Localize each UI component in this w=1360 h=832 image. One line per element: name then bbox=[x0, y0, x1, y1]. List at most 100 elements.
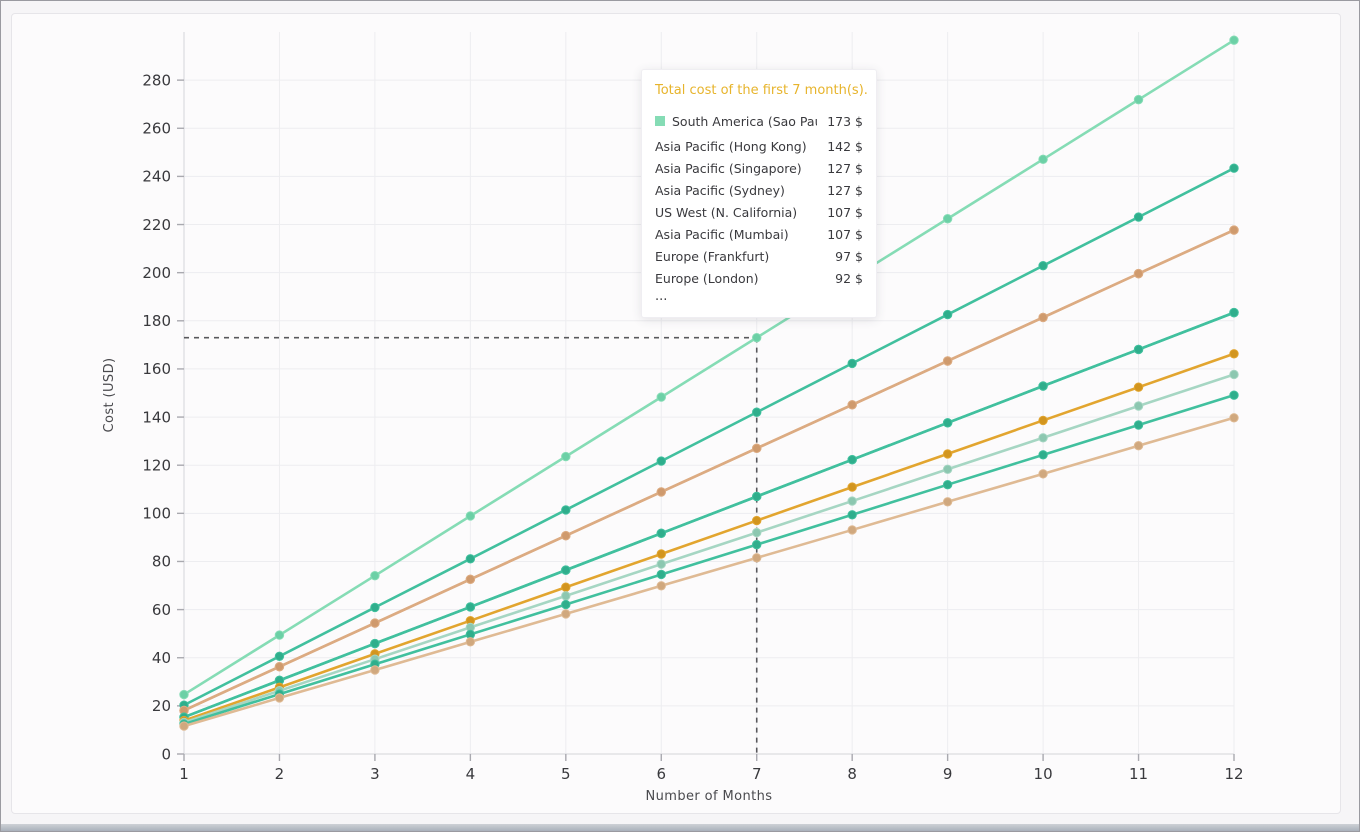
data-point[interactable] bbox=[847, 525, 857, 535]
axis-ticks: 0 20 40 60 80 100 120 140 160 180 200 220 240 260 280 1… bbox=[142, 71, 1243, 783]
data-point[interactable] bbox=[1229, 369, 1239, 380]
data-point[interactable] bbox=[1038, 260, 1048, 271]
series-line-8[interactable] bbox=[179, 369, 1239, 728]
data-point[interactable] bbox=[370, 665, 380, 675]
data-point[interactable] bbox=[656, 456, 666, 466]
data-point[interactable] bbox=[942, 479, 953, 490]
data-point[interactable] bbox=[656, 549, 666, 559]
data-point[interactable] bbox=[370, 570, 380, 581]
series-line-7[interactable] bbox=[179, 349, 1239, 726]
data-point[interactable] bbox=[752, 443, 762, 454]
data-point[interactable] bbox=[465, 554, 476, 564]
y-tick-label: 20 bbox=[152, 697, 171, 715]
data-point[interactable] bbox=[465, 574, 476, 584]
data-point[interactable] bbox=[847, 510, 857, 520]
data-point[interactable] bbox=[847, 358, 857, 369]
data-point[interactable] bbox=[752, 553, 762, 563]
data-point[interactable] bbox=[1133, 441, 1144, 451]
data-point[interactable] bbox=[561, 582, 571, 592]
data-point[interactable] bbox=[1229, 35, 1239, 45]
data-point[interactable] bbox=[1133, 382, 1144, 392]
series-line-1[interactable] bbox=[179, 35, 1239, 700]
tooltip-row: US West (N. California) 107 $ bbox=[655, 201, 863, 223]
data-point[interactable] bbox=[942, 464, 953, 474]
data-point[interactable] bbox=[1038, 469, 1048, 479]
data-point[interactable] bbox=[942, 418, 953, 428]
data-point[interactable] bbox=[1038, 312, 1048, 323]
x-tick-label: 1 bbox=[179, 765, 189, 783]
data-point[interactable] bbox=[465, 637, 476, 647]
data-point[interactable] bbox=[1038, 433, 1048, 443]
data-point[interactable] bbox=[847, 400, 857, 410]
series-line-10[interactable] bbox=[179, 413, 1239, 731]
series-line-6[interactable] bbox=[179, 307, 1239, 722]
data-point[interactable] bbox=[274, 630, 285, 640]
data-point[interactable] bbox=[1229, 307, 1239, 318]
tooltip-series-value: 97 $ bbox=[835, 248, 863, 264]
data-point[interactable] bbox=[942, 214, 953, 224]
data-point[interactable] bbox=[752, 539, 762, 550]
series-line-2[interactable] bbox=[179, 163, 1239, 710]
data-point[interactable] bbox=[1229, 225, 1239, 235]
data-point[interactable] bbox=[561, 505, 571, 515]
data-point[interactable] bbox=[656, 487, 666, 497]
data-point[interactable] bbox=[179, 721, 189, 731]
data-point[interactable] bbox=[370, 618, 380, 628]
data-point[interactable] bbox=[847, 454, 857, 465]
data-point[interactable] bbox=[1229, 349, 1239, 359]
data-point[interactable] bbox=[465, 511, 476, 521]
data-point[interactable] bbox=[847, 482, 857, 492]
data-point[interactable] bbox=[1038, 415, 1048, 426]
data-point[interactable] bbox=[656, 569, 666, 580]
y-tick-label: 100 bbox=[142, 505, 171, 523]
data-point[interactable] bbox=[1038, 154, 1048, 165]
data-point[interactable] bbox=[942, 356, 953, 366]
data-point[interactable] bbox=[465, 602, 476, 612]
data-point[interactable] bbox=[1133, 401, 1144, 411]
data-point[interactable] bbox=[752, 332, 762, 343]
data-point[interactable] bbox=[1133, 212, 1144, 222]
data-point[interactable] bbox=[1229, 390, 1239, 400]
data-point[interactable] bbox=[752, 491, 762, 502]
data-point[interactable] bbox=[561, 451, 571, 462]
data-point[interactable] bbox=[847, 496, 857, 506]
data-point[interactable] bbox=[942, 497, 953, 507]
series-line-4[interactable] bbox=[179, 225, 1239, 716]
data-point[interactable] bbox=[656, 581, 666, 591]
data-point[interactable] bbox=[561, 591, 571, 601]
data-point[interactable] bbox=[752, 527, 762, 538]
data-point[interactable] bbox=[656, 392, 666, 402]
data-point[interactable] bbox=[1038, 381, 1048, 391]
data-point[interactable] bbox=[1133, 94, 1144, 105]
data-point[interactable] bbox=[656, 559, 666, 569]
y-tick-label: 160 bbox=[142, 360, 171, 378]
data-point[interactable] bbox=[179, 689, 189, 700]
data-point[interactable] bbox=[561, 609, 571, 619]
data-point[interactable] bbox=[1133, 344, 1144, 355]
data-point[interactable] bbox=[370, 638, 380, 649]
tooltip-series-value: 107 $ bbox=[827, 204, 863, 220]
data-point[interactable] bbox=[274, 693, 285, 703]
data-point[interactable] bbox=[274, 651, 285, 661]
data-point[interactable] bbox=[561, 599, 571, 610]
data-point[interactable] bbox=[752, 515, 762, 526]
data-point[interactable] bbox=[656, 528, 666, 539]
tooltip-series-value: 173 $ bbox=[827, 113, 863, 129]
y-tick-label: 140 bbox=[142, 408, 171, 426]
data-point[interactable] bbox=[1133, 268, 1144, 279]
tooltip-rows: South America (Sao Paulo) 173 $ Asia Pacif… bbox=[655, 110, 863, 289]
data-point[interactable] bbox=[942, 309, 953, 320]
data-point[interactable] bbox=[561, 565, 571, 575]
series-line-9[interactable] bbox=[179, 390, 1239, 729]
data-point[interactable] bbox=[561, 531, 571, 541]
data-point[interactable] bbox=[1038, 450, 1048, 460]
y-tick-label: 180 bbox=[142, 312, 171, 330]
data-point[interactable] bbox=[1133, 420, 1144, 430]
data-point[interactable] bbox=[1229, 163, 1239, 173]
data-point[interactable] bbox=[274, 661, 285, 672]
data-point[interactable] bbox=[752, 407, 762, 417]
data-point[interactable] bbox=[370, 602, 380, 613]
data-point[interactable] bbox=[1229, 413, 1239, 423]
data-point[interactable] bbox=[942, 449, 953, 459]
